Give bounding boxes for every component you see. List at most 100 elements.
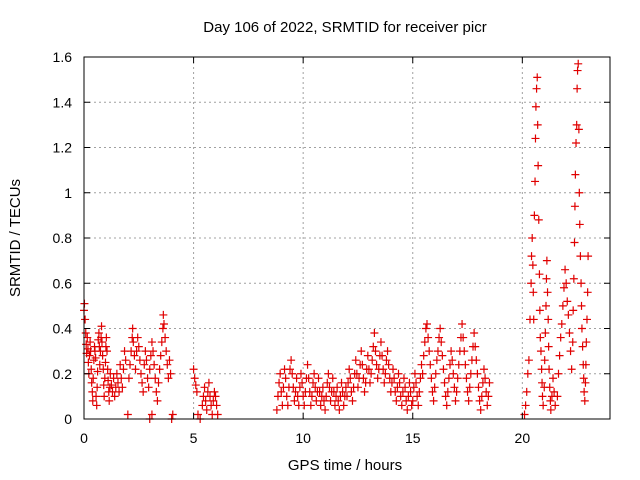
data-point [575,220,584,229]
data-point [369,342,378,351]
data-point [379,365,388,374]
data-point [484,392,493,401]
data-point [84,358,93,367]
data-point [283,401,292,410]
data-point [534,161,543,170]
y-axis-label: SRMTID / TECUs [7,179,24,297]
data-point [471,342,480,351]
data-point [536,333,545,342]
x-tick-label: 5 [190,430,198,446]
data-point [323,378,332,387]
data-point [204,378,213,387]
data-point [136,369,145,378]
data-point [344,378,353,387]
data-point [425,347,434,356]
data-point [86,338,95,347]
data-point [426,360,435,369]
data-point [533,120,542,129]
x-tick-label: 10 [295,430,311,446]
data-point [558,301,567,310]
data-point [306,401,315,410]
data-point [459,333,468,342]
data-point [366,378,375,387]
data-point [565,329,574,338]
data-point [528,234,537,242]
data-point [542,274,551,283]
data-point [428,387,437,396]
data-point [133,333,142,342]
data-point [292,374,301,383]
data-point [544,315,553,324]
data-point [110,392,119,401]
data-point [163,360,172,369]
data-point [103,347,112,356]
data-point [555,351,564,360]
data-point [569,306,578,315]
data-point [275,378,284,387]
data-point [546,405,555,414]
data-point [89,374,98,383]
data-point [149,347,158,356]
data-point [574,125,583,134]
data-point [581,360,590,369]
data-point [154,378,163,387]
y-tick-label: 0.8 [53,230,73,246]
data-point [481,374,490,383]
data-point [562,279,571,288]
data-point [401,383,410,392]
data-point [380,378,389,387]
data-point [534,215,543,224]
data-point [91,353,100,362]
data-point [134,342,143,351]
data-point [418,369,427,378]
data-point [474,383,483,392]
data-point [475,396,484,405]
data-point [416,374,425,383]
data-point [577,324,586,333]
data-point [94,329,103,338]
data-point [461,360,470,369]
data-point [281,374,290,383]
data-point [126,360,135,369]
data-point [189,365,198,374]
data-point [531,134,540,143]
data-point [476,405,485,414]
data-point [321,405,330,414]
data-point [328,374,337,383]
data-point [303,360,312,369]
data-point [546,396,555,405]
data-point [436,324,445,333]
data-point [370,329,379,338]
data-point [408,396,417,405]
data-point [348,396,357,405]
data-point [92,392,101,401]
data-point [540,356,549,365]
data-point [105,396,114,405]
data-point [276,369,285,378]
data-point [156,351,165,360]
data-point [150,360,159,369]
data-point [121,356,130,365]
data-point [421,324,430,333]
data-point [567,365,576,374]
data-point [553,392,562,401]
x-tick-label: 15 [405,430,421,446]
data-point [448,356,457,365]
data-point [104,376,113,385]
data-point [442,401,451,410]
data-point [191,381,200,390]
data-point [315,387,324,396]
data-point [529,315,538,324]
data-point [529,288,538,297]
data-point [164,374,173,383]
data-point [542,301,551,310]
data-point [535,270,544,279]
data-point [570,238,579,247]
data-point [387,378,396,387]
data-point [161,333,170,342]
data-point [326,396,335,405]
data-point [462,374,471,383]
data-point [324,369,333,378]
data-point [290,396,299,405]
